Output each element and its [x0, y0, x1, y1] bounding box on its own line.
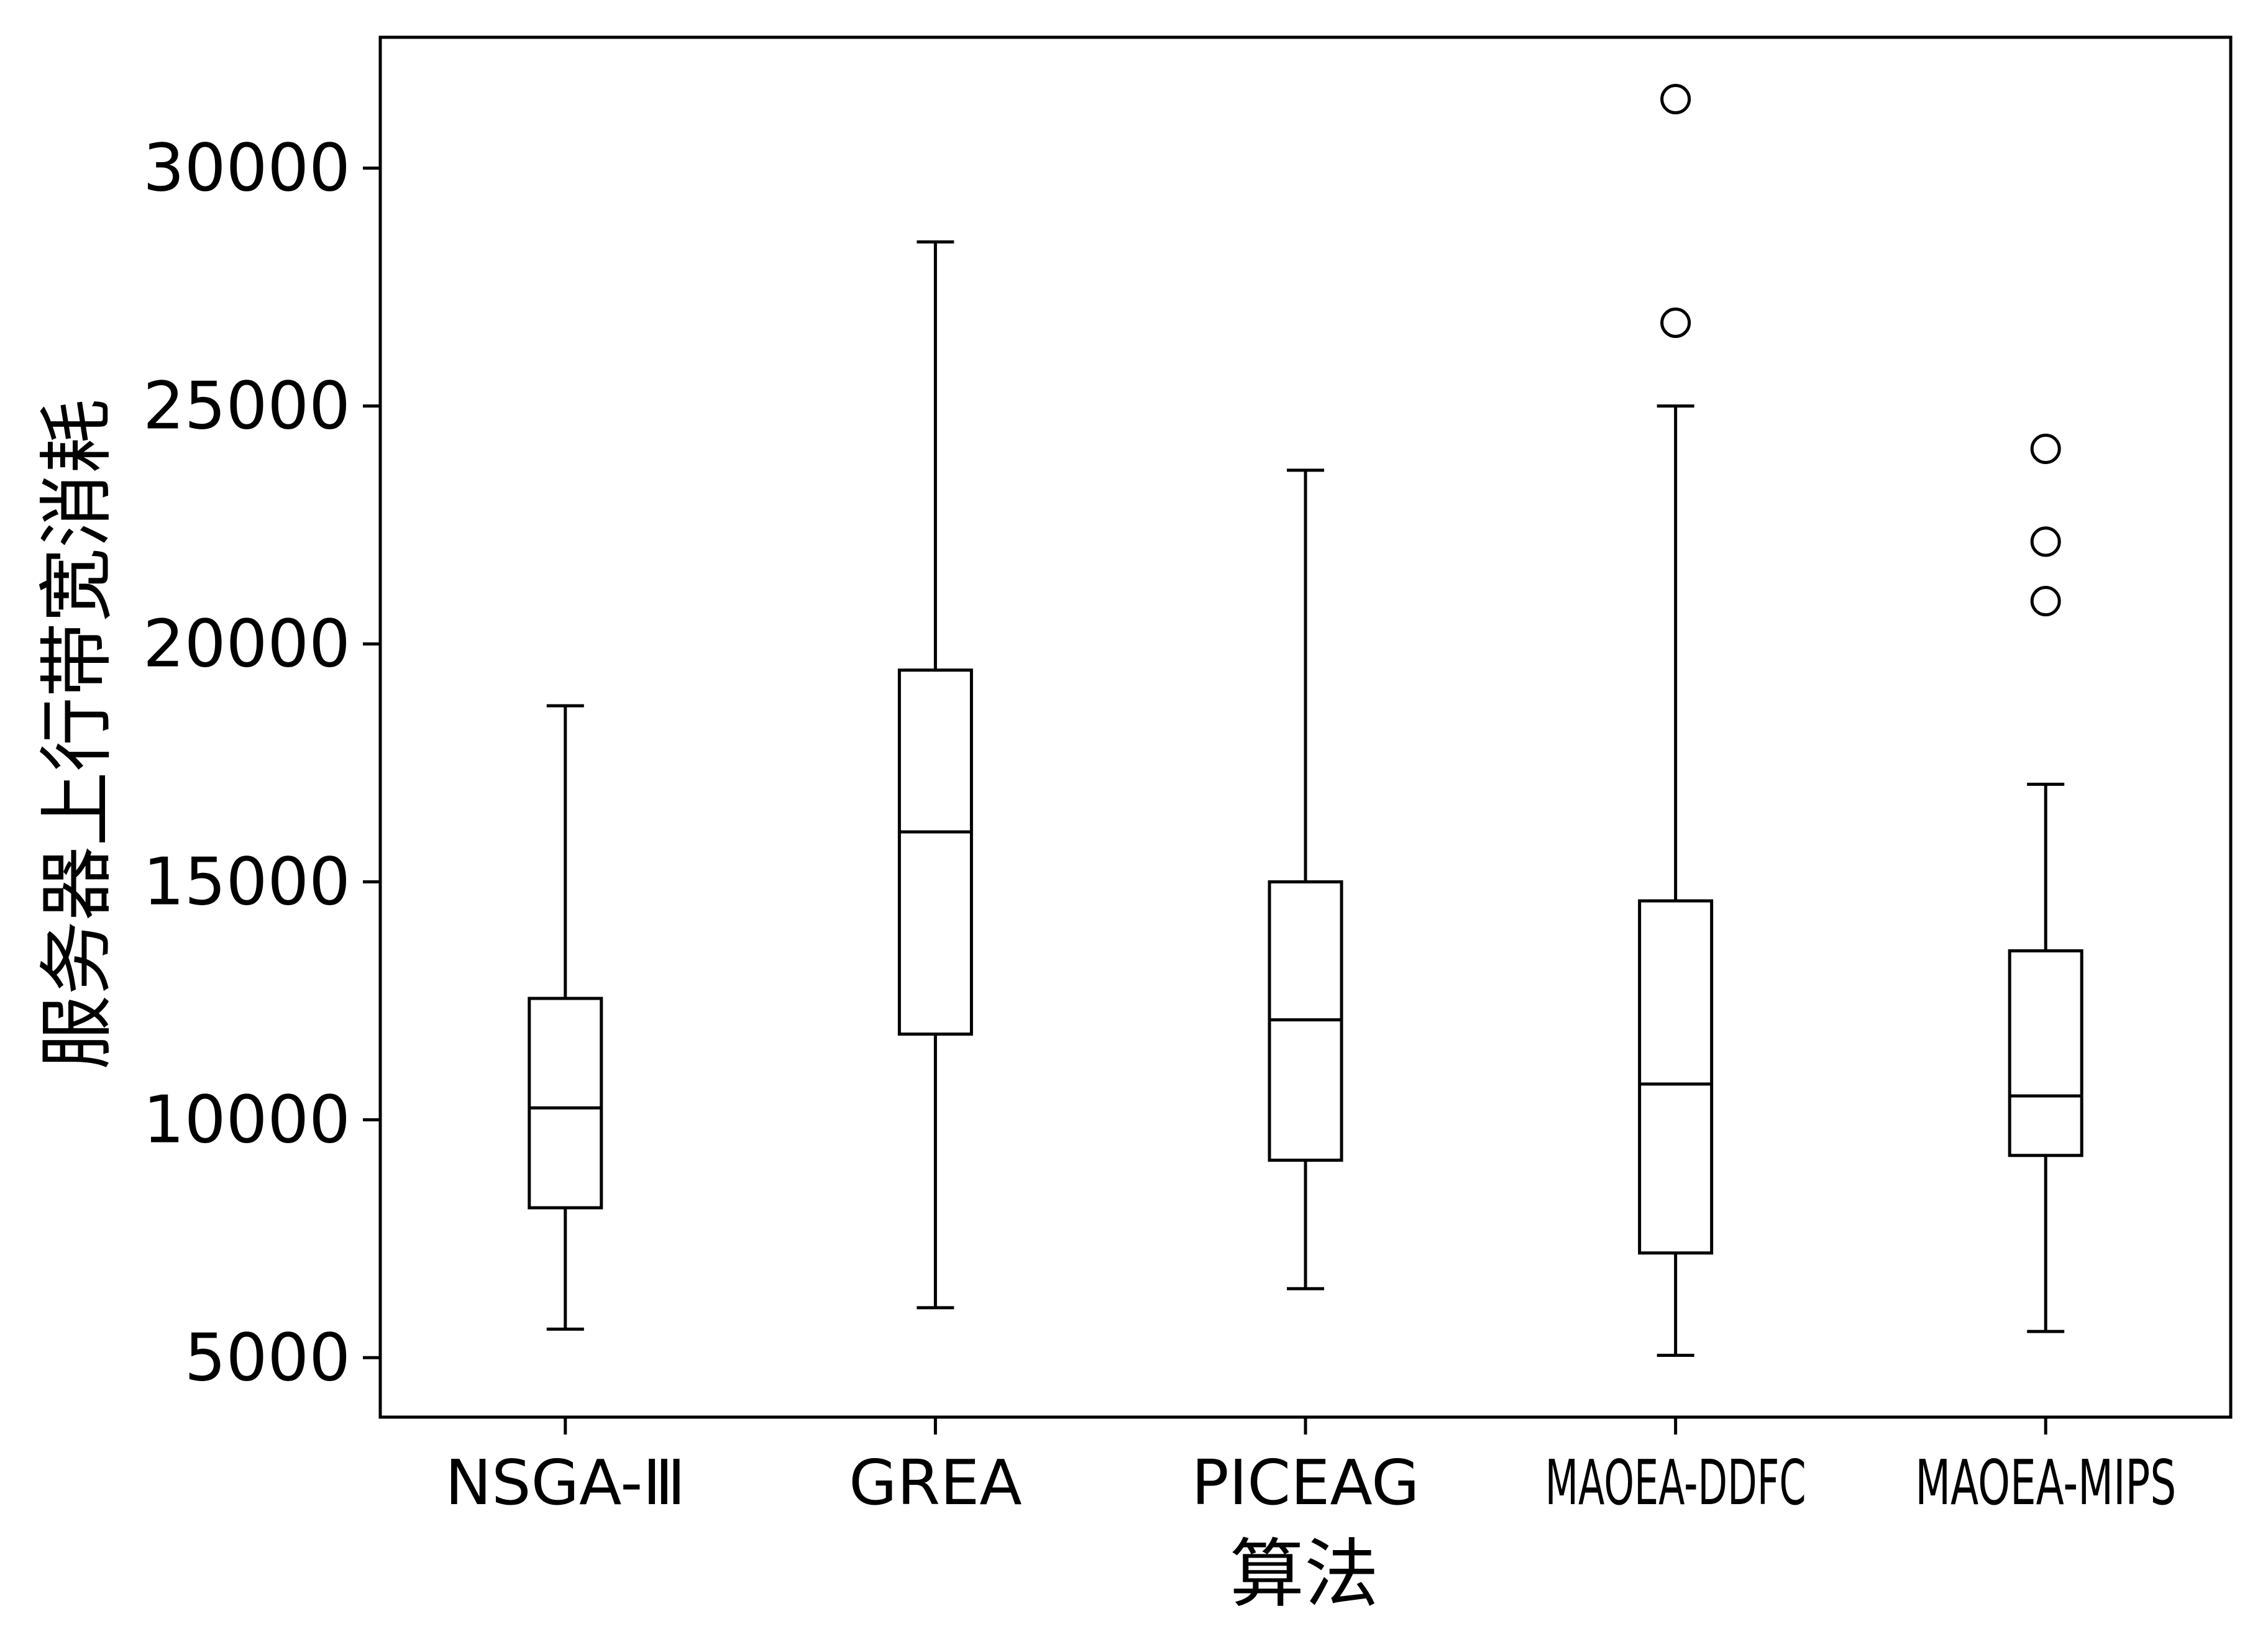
- y-tick-label: 20000: [143, 606, 350, 682]
- y-tick-label: 5000: [185, 1320, 350, 1395]
- y-tick-label: 15000: [143, 844, 350, 919]
- y-tick-label: 30000: [143, 130, 350, 206]
- x-tick-label: GREA: [849, 1446, 1022, 1519]
- x-tick-label: MAOEA-MIPS: [1915, 1446, 2176, 1519]
- iqr-box: [528, 997, 603, 1210]
- box-group: [897, 240, 973, 1310]
- plot-area: 5000 10000 15000 20000 25000 30000 NSGA-Ⅲ GREA P…: [143, 35, 2233, 1519]
- y-tick-label: 25000: [143, 368, 350, 444]
- outlier-point: [1660, 308, 1691, 339]
- outlier-point: [2030, 526, 2061, 557]
- x-axis-title: 算法: [1230, 1531, 1379, 1618]
- x-tick-label: MAOEA-DDFC: [1545, 1446, 1806, 1519]
- box-group: [528, 704, 603, 1331]
- outlier-point: [1660, 84, 1691, 115]
- outlier-point: [2030, 433, 2061, 464]
- iqr-box: [2008, 949, 2083, 1157]
- box-group: [2008, 433, 2083, 1333]
- x-tick-label: NSGA-Ⅲ: [445, 1446, 685, 1519]
- y-tick-label: 10000: [143, 1082, 350, 1157]
- box-group: [1268, 468, 1343, 1290]
- iqr-box: [1638, 899, 1714, 1255]
- outlier-point: [2030, 586, 2061, 617]
- x-tick-label: PICEAG: [1192, 1446, 1420, 1519]
- y-axis-title: 服务器上行带宽消耗: [34, 399, 121, 1070]
- box-group: [1638, 84, 1714, 1357]
- iqr-box: [897, 668, 973, 1036]
